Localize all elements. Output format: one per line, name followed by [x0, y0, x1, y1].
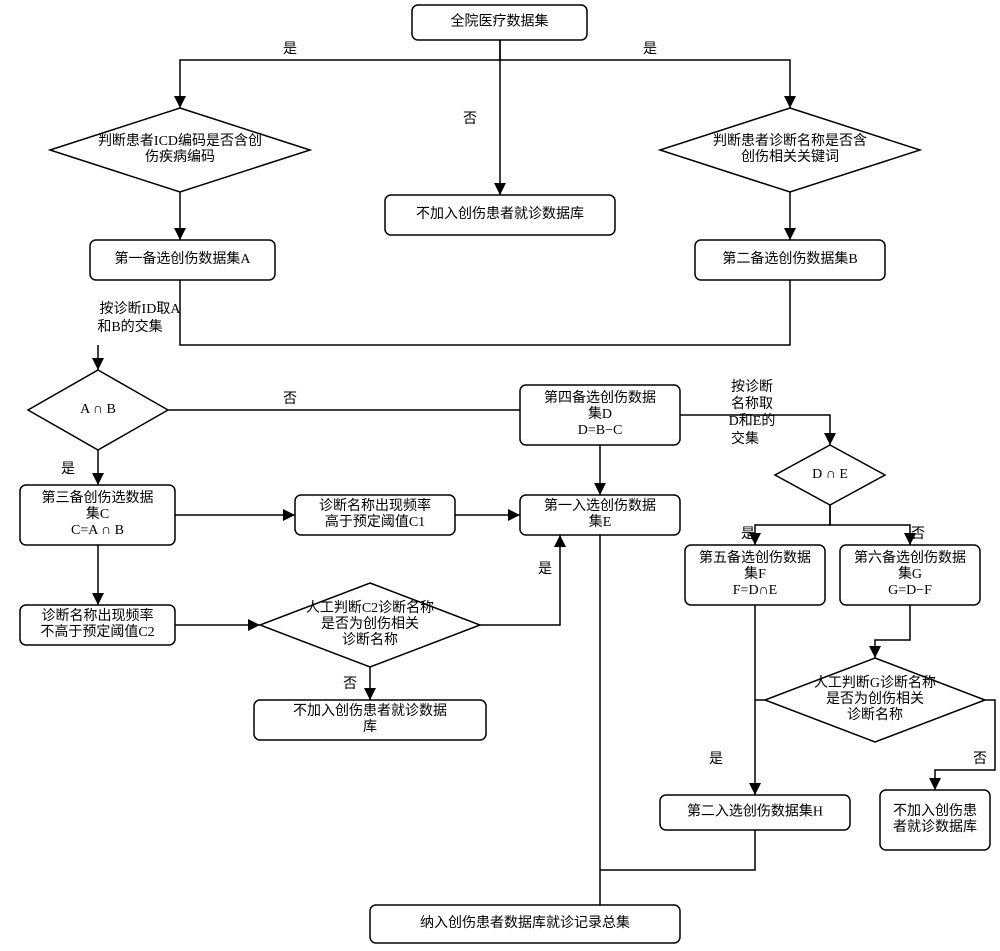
svg-text:A ∩ B: A ∩ B	[80, 402, 116, 417]
svg-text:诊断名称出现频率: 诊断名称出现频率	[319, 497, 431, 514]
svg-text:是否为创伤相关: 是否为创伤相关	[826, 691, 924, 707]
svg-text:诊断名称: 诊断名称	[342, 632, 398, 648]
label-1: 是	[643, 42, 657, 57]
svg-text:创伤相关关键词: 创伤相关关键词	[741, 149, 839, 165]
label-15: 是	[709, 752, 723, 767]
label-13: 否	[343, 677, 357, 692]
svg-text:高于预定阈值C1: 高于预定阈值C1	[325, 513, 425, 530]
svg-text:不加入创伤患者就诊数据库: 不加入创伤患者就诊数据库	[416, 206, 584, 222]
svg-text:不加入创伤患者就诊数据: 不加入创伤患者就诊数据	[293, 703, 447, 719]
node-d_name: 判断患者诊断名称是否含创伤相关关键词	[660, 108, 920, 192]
node-setD: 第四备选创伤数据集DD=B−C	[520, 385, 680, 445]
node-end: 纳入创伤患者数据库就诊记录总集	[370, 905, 680, 943]
node-c1: 诊断名称出现频率高于预定阈值C1	[295, 495, 455, 535]
node-setA: 第一备选创伤数据集A	[90, 240, 275, 280]
svg-text:第四备选创伤数据: 第四备选创伤数据	[544, 389, 656, 406]
edge-19	[830, 505, 910, 545]
edge-0	[180, 40, 500, 108]
svg-text:D=B−C: D=B−C	[578, 423, 623, 438]
node-setB: 第二备选创伤数据集B	[695, 240, 885, 280]
svg-text:第六备选创伤数据: 第六备选创伤数据	[854, 549, 966, 566]
edge-24	[600, 535, 680, 920]
svg-text:第一入选创伤数据: 第一入选创伤数据	[544, 497, 656, 514]
edge-18	[755, 505, 830, 545]
svg-text:判断患者ICD编码是否含创: 判断患者ICD编码是否含创	[98, 133, 262, 149]
label-2: 否	[463, 112, 477, 127]
node-c2: 诊断名称出现频率不高于预定阈值C2	[20, 605, 175, 645]
edge-5	[180, 280, 790, 345]
svg-text:不高于预定阈值C2: 不高于预定阈值C2	[40, 623, 154, 640]
node-d_c2: 人工判断C2诊断名称是否为创伤相关诊断名称	[260, 583, 480, 667]
edge-17	[480, 535, 560, 625]
node-setE: 第一入选创伤数据集E	[520, 495, 680, 535]
edge-25	[600, 830, 755, 870]
svg-text:全院医疗数据集: 全院医疗数据集	[451, 13, 549, 30]
svg-text:C=A ∩ B: C=A ∩ B	[71, 523, 124, 538]
label-9: D和E的	[729, 413, 776, 429]
node-setH: 第二入选创伤数据集H	[660, 795, 850, 830]
svg-text:G=D−F: G=D−F	[888, 583, 932, 598]
edge-20	[875, 605, 910, 658]
svg-text:纳入创伤患者数据库就诊记录总集: 纳入创伤患者数据库就诊记录总集	[420, 914, 630, 931]
svg-text:不加入创伤患: 不加入创伤患	[893, 803, 977, 819]
label-10: 交集	[731, 430, 759, 447]
svg-text:人工判断G诊断名称: 人工判断G诊断名称	[814, 675, 936, 691]
node-setC: 第三备创伤选数据集CC=A ∩ B	[20, 485, 175, 545]
svg-text:库: 库	[363, 719, 377, 735]
svg-text:第三备创伤选数据: 第三备创伤选数据	[42, 489, 154, 506]
svg-text:集C: 集C	[86, 505, 109, 522]
svg-text:第二入选创伤数据集H: 第二入选创伤数据集H	[687, 803, 823, 820]
svg-text:集G: 集G	[898, 565, 922, 582]
node-start: 全院医疗数据集	[412, 5, 587, 40]
svg-text:第五备选创伤数据: 第五备选创伤数据	[699, 549, 811, 566]
svg-text:判断患者诊断名称是否含: 判断患者诊断名称是否含	[713, 133, 867, 149]
svg-text:集D: 集D	[588, 405, 612, 422]
node-no_db3: 不加入创伤患者就诊数据库	[880, 790, 990, 850]
label-5: 是	[61, 462, 75, 477]
svg-text:F=D∩E: F=D∩E	[733, 583, 777, 598]
svg-text:伤疾病编码: 伤疾病编码	[145, 149, 215, 165]
svg-text:诊断名称: 诊断名称	[847, 707, 903, 723]
label-12: 否	[911, 527, 925, 542]
label-14: 是	[538, 562, 552, 577]
svg-text:集F: 集F	[744, 565, 766, 582]
node-d_de: D ∩ E	[775, 445, 885, 505]
label-6: 否	[283, 392, 297, 407]
node-no_db2: 不加入创伤患者就诊数据库	[254, 700, 486, 740]
node-no_db1: 不加入创伤患者就诊数据库	[385, 195, 615, 235]
svg-text:是否为创伤相关: 是否为创伤相关	[321, 616, 419, 632]
svg-text:第一备选创伤数据集A: 第一备选创伤数据集A	[114, 250, 251, 267]
svg-text:集E: 集E	[589, 513, 612, 530]
node-d_ab: A ∩ B	[28, 370, 168, 450]
label-4: 和B的交集	[97, 318, 162, 335]
label-16: 否	[973, 752, 987, 767]
svg-text:第二备选创伤数据集B: 第二备选创伤数据集B	[722, 250, 857, 267]
label-3: 按诊断ID取A	[100, 301, 182, 317]
node-setF: 第五备选创伤数据集FF=D∩E	[685, 545, 825, 605]
svg-text:诊断名称出现频率: 诊断名称出现频率	[42, 607, 154, 624]
svg-text:D ∩ E: D ∩ E	[812, 467, 848, 482]
node-d_icd: 判断患者ICD编码是否含创伤疾病编码	[50, 108, 310, 192]
svg-text:者就诊数据库: 者就诊数据库	[893, 819, 977, 835]
node-d_g: 人工判断G诊断名称是否为创伤相关诊断名称	[765, 658, 985, 742]
node-setG: 第六备选创伤数据集GG=D−F	[840, 545, 980, 605]
label-8: 名称取	[731, 396, 773, 412]
svg-text:人工判断C2诊断名称: 人工判断C2诊断名称	[306, 600, 434, 616]
label-7: 按诊断	[731, 379, 773, 395]
label-11: 是	[741, 527, 755, 542]
label-0: 是	[283, 42, 297, 57]
